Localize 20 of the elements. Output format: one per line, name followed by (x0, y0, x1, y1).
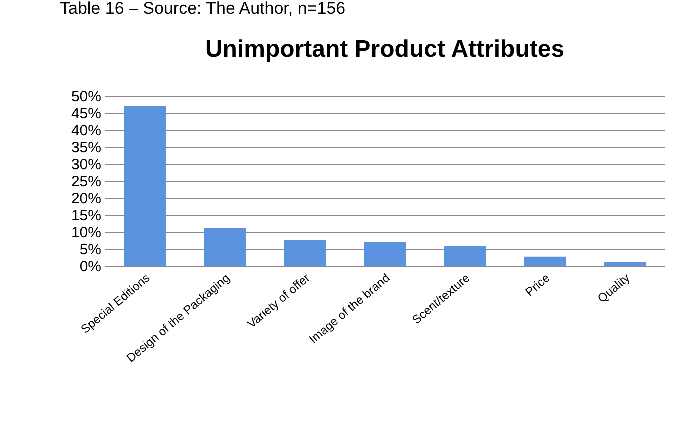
y-tick-label: 45% (71, 106, 102, 122)
y-tick-label: 40% (71, 122, 102, 140)
bar (204, 228, 246, 266)
bar (444, 246, 486, 266)
y-tick-label: 10% (71, 224, 102, 242)
caption: Table 16 – Source: The Author, n=156 (60, 0, 346, 18)
bar (524, 256, 566, 266)
bar (604, 262, 646, 266)
y-tick-label: 5% (80, 242, 102, 258)
chart-title: Unimportant Product Attributes (205, 36, 565, 63)
bar (284, 240, 326, 266)
y-tick-label: 20% (71, 190, 102, 208)
y-tick-label: 30% (71, 156, 102, 174)
bar (364, 242, 406, 266)
y-tick-label: 50% (71, 88, 102, 106)
y-tick-label: 0% (80, 258, 102, 276)
bar (124, 106, 166, 266)
y-tick-label: 35% (71, 140, 102, 156)
y-tick-label: 15% (71, 208, 102, 224)
y-tick-label: 25% (71, 174, 102, 190)
